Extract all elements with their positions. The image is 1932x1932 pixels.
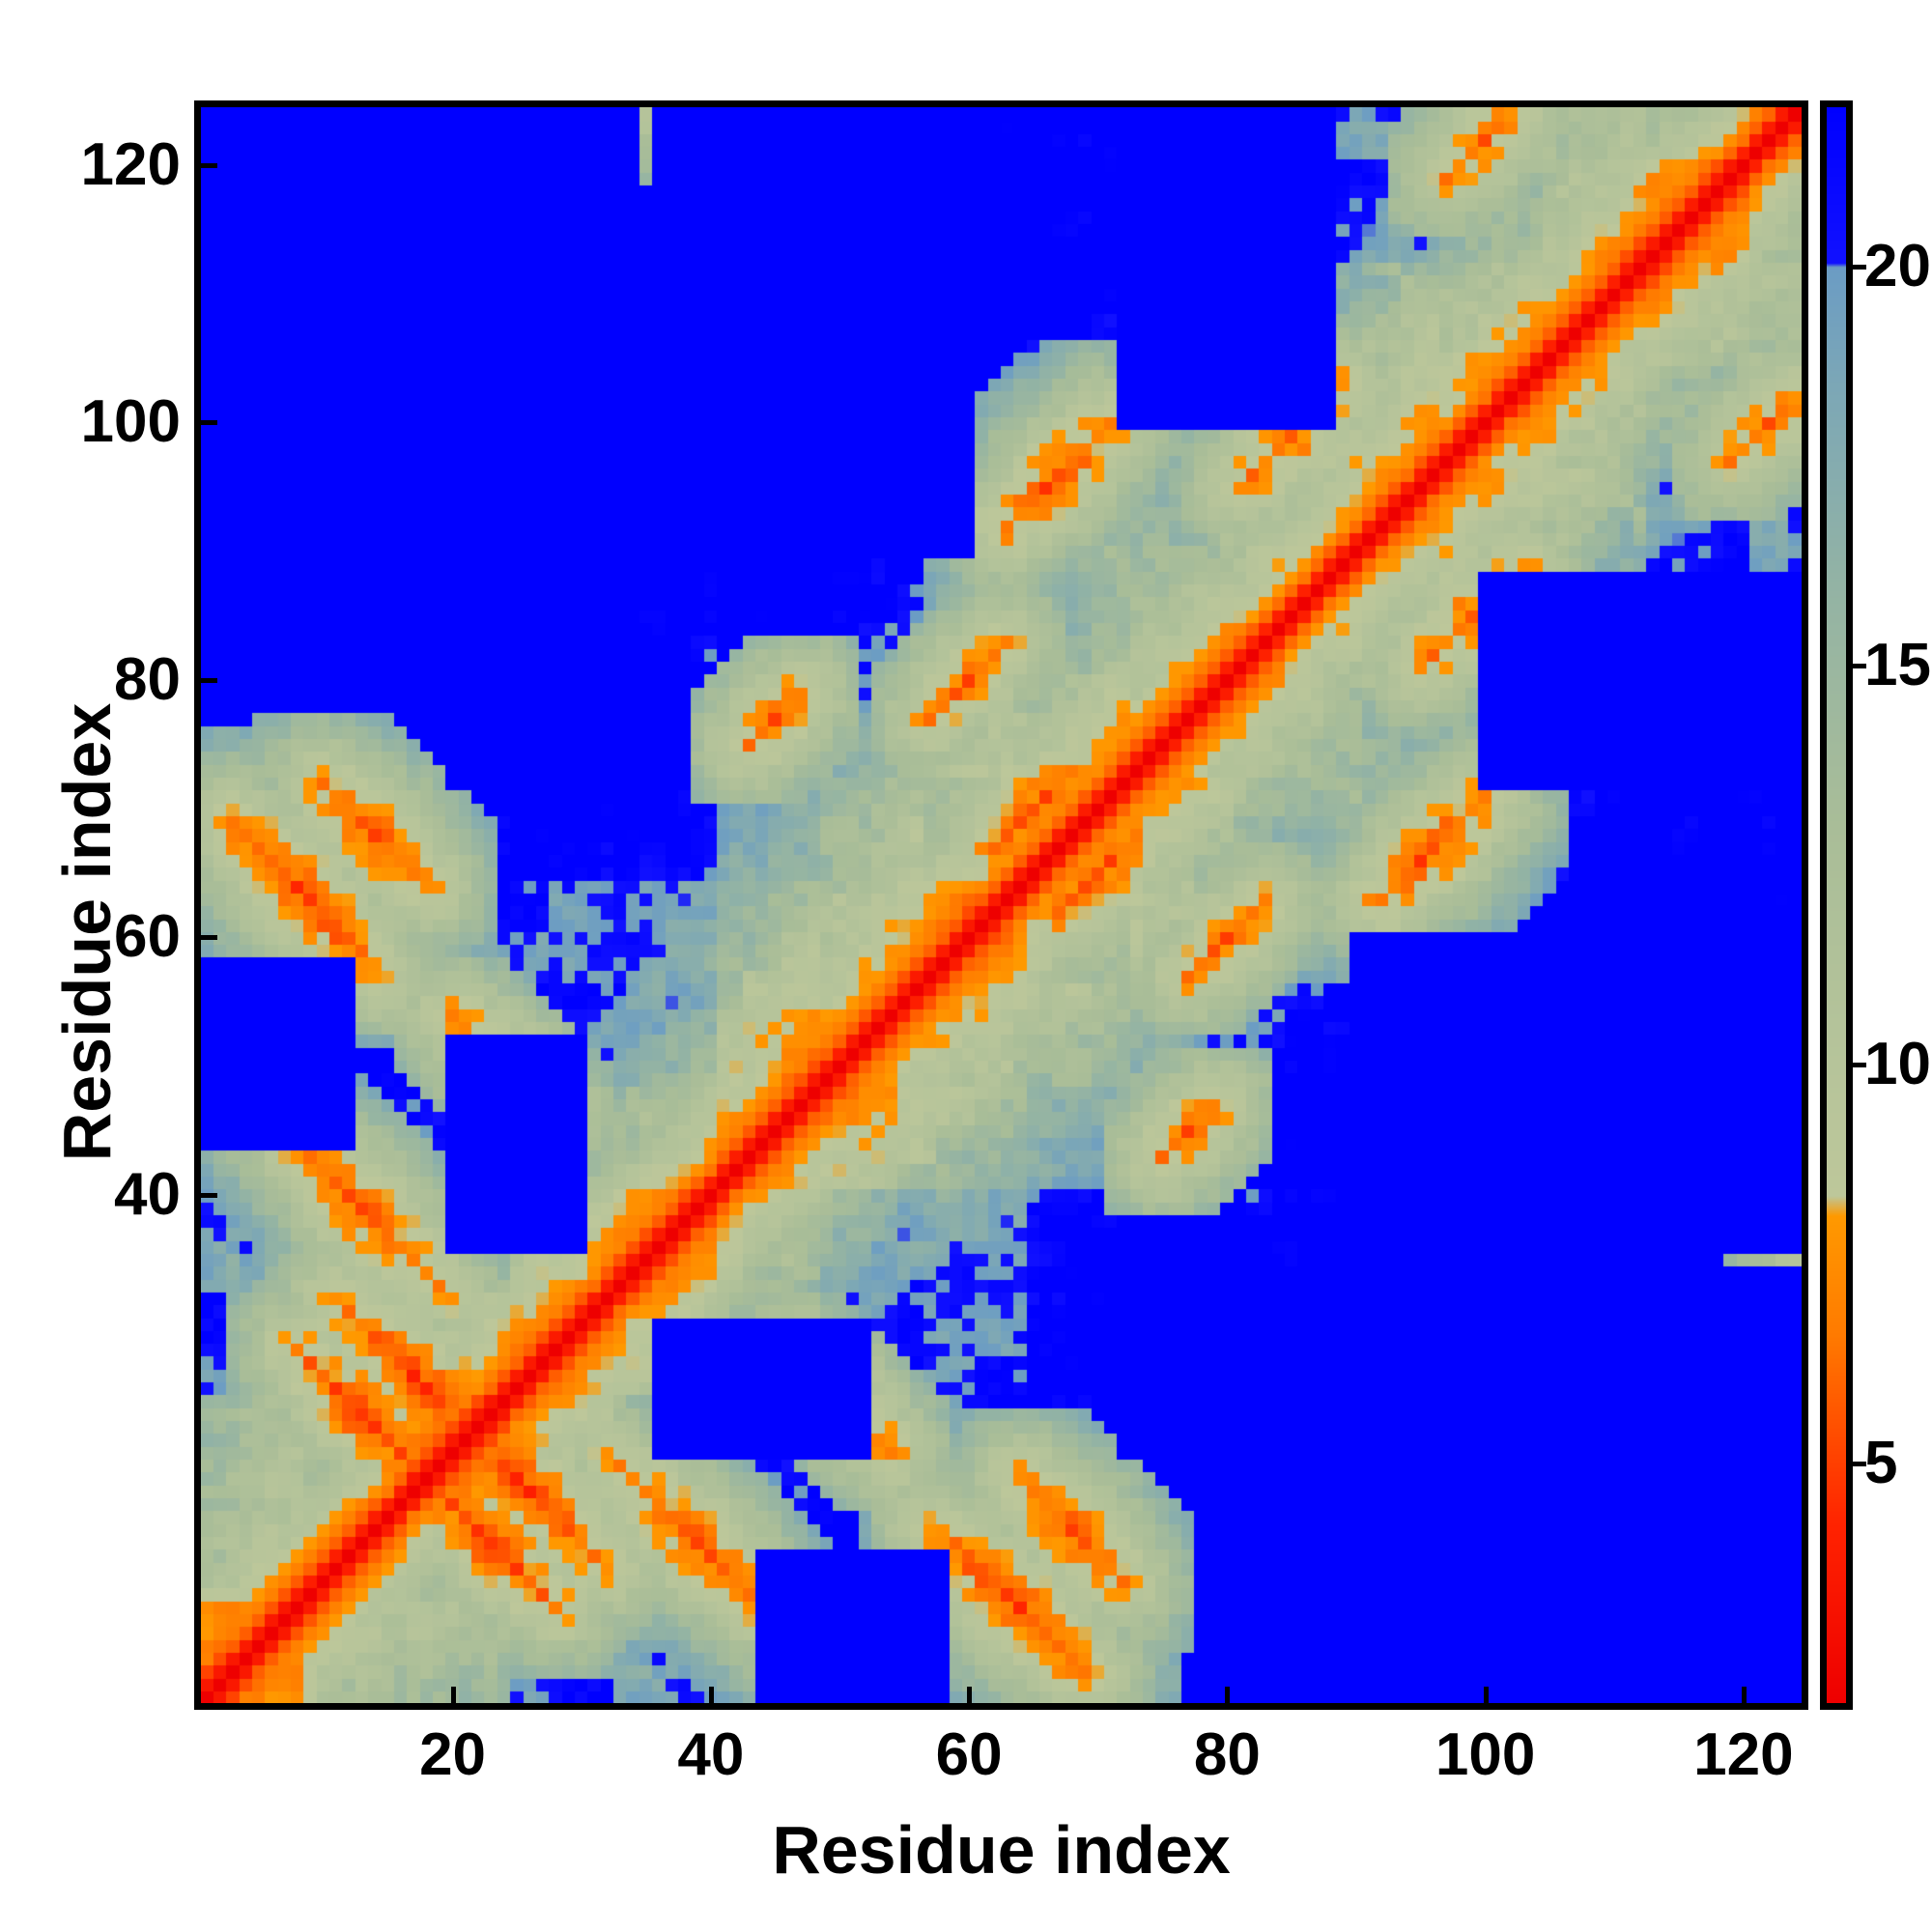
colorbar: [1820, 100, 1853, 1710]
x-tick-40: [708, 1687, 714, 1703]
colorbar-tick-10: [1853, 1063, 1866, 1068]
y-tick-40: [201, 1192, 217, 1198]
y-axis-title: Residue index: [49, 702, 125, 1162]
x-tick-80: [1225, 1687, 1231, 1703]
x-tick-60: [967, 1687, 973, 1703]
heatmap-canvas: [201, 107, 1802, 1703]
x-tick-label-60: 60: [935, 1721, 1003, 1788]
x-axis-title: Residue index: [772, 1812, 1231, 1888]
x-tick-label-100: 100: [1435, 1721, 1536, 1788]
colorbar-tick-5: [1853, 1462, 1866, 1467]
x-tick-label-120: 120: [1693, 1721, 1794, 1788]
colorbar-tick-label-15: 15: [1864, 632, 1931, 699]
colorbar-gradient: [1827, 107, 1846, 1703]
x-tick-label-40: 40: [677, 1721, 745, 1788]
x-tick-100: [1483, 1687, 1489, 1703]
colorbar-tick-20: [1853, 265, 1866, 270]
heatmap-plot-area: [194, 100, 1808, 1710]
colorbar-tick-label-20: 20: [1864, 233, 1931, 300]
y-tick-80: [201, 677, 217, 683]
y-tick-label-60: 60: [114, 903, 181, 971]
colorbar-tick-15: [1853, 664, 1866, 669]
colorbar-tick-label-10: 10: [1864, 1031, 1931, 1098]
y-tick-label-80: 80: [114, 645, 181, 713]
x-tick-label-80: 80: [1193, 1721, 1261, 1788]
y-tick-label-100: 100: [80, 388, 181, 456]
y-tick-label-40: 40: [114, 1160, 181, 1228]
colorbar-tick-label-5: 5: [1864, 1430, 1898, 1497]
y-tick-label-120: 120: [80, 130, 181, 198]
y-tick-100: [201, 420, 217, 426]
y-tick-60: [201, 935, 217, 941]
x-tick-label-20: 20: [419, 1721, 487, 1788]
x-tick-120: [1741, 1687, 1747, 1703]
x-tick-20: [450, 1687, 456, 1703]
y-tick-120: [201, 162, 217, 168]
